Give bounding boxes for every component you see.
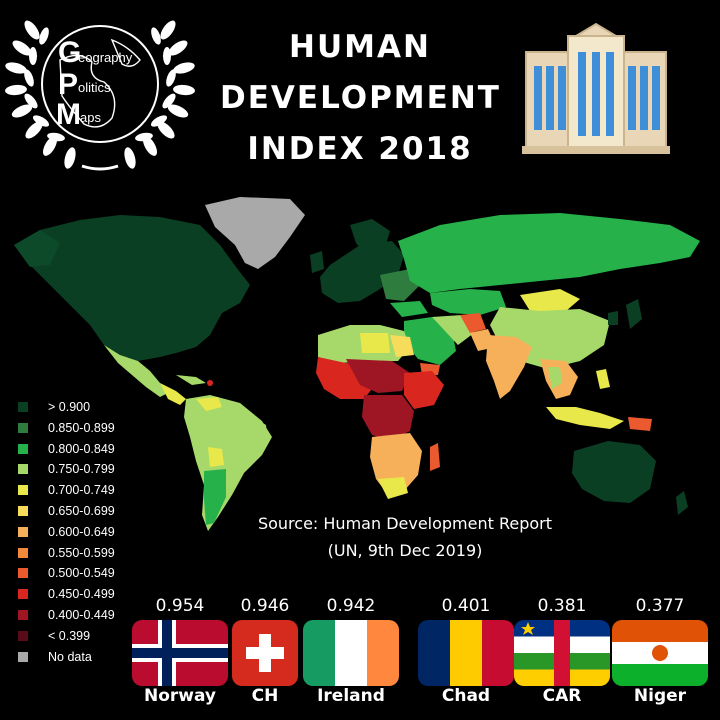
hdi-value: 0.377 [635, 596, 685, 616]
legend-label: 0.550-0.599 [48, 545, 115, 560]
legend-label: < 0.399 [48, 628, 91, 643]
legend-label: 0.850-0.899 [48, 420, 115, 435]
iran-region [432, 315, 474, 345]
legend-label: > 0.900 [48, 400, 91, 414]
alaska-region [14, 230, 60, 267]
legend-label: 0.400-0.449 [48, 608, 115, 622]
legend-swatch [18, 547, 28, 558]
hdi-value: 0.942 [326, 596, 376, 616]
hdi-value: 0.946 [240, 596, 290, 616]
world-map [14, 197, 700, 531]
hdi-value: 0.401 [441, 596, 491, 616]
europe-region [320, 241, 404, 303]
legend-swatch [18, 422, 28, 433]
source-note: Source: Human Development Report (UN, 9t… [240, 510, 570, 564]
new-zealand-region [676, 491, 688, 515]
legend-swatch [18, 402, 28, 412]
legend-swatch [18, 651, 28, 662]
central-america-region [160, 383, 186, 405]
hdi-value: 0.954 [155, 596, 205, 616]
laurel-wreath-icon [5, 20, 195, 171]
ireland-flag-icon [303, 620, 399, 686]
brazil-region [210, 407, 268, 461]
afghanistan-region [460, 313, 486, 333]
legend-swatch [18, 630, 28, 641]
legend-label: 0.600-0.649 [48, 524, 115, 539]
country-name: CH [251, 686, 279, 706]
png-region [628, 417, 652, 431]
legend-label: 0.700-0.749 [48, 483, 115, 498]
legend-label: 0.650-0.699 [48, 504, 115, 518]
north-america-region [14, 215, 250, 361]
page-title: HUMAN DEVELOPMENT INDEX 2018 [220, 22, 500, 175]
country-name: CAR [542, 686, 582, 706]
title-line-3: INDEX 2018 [247, 131, 473, 167]
greenland-region [205, 197, 305, 269]
bolivia-region [208, 447, 224, 467]
title-line-1: HUMAN [289, 29, 431, 65]
logo-word-politics: olitics [78, 80, 111, 95]
legend-label: 0.800-0.849 [48, 441, 115, 456]
egypt-region [390, 335, 414, 357]
legend-swatch [18, 568, 28, 579]
switzerland-flag-icon [232, 620, 298, 686]
hdi-value: 0.381 [537, 596, 587, 616]
gpm-logo: G P M eography olitics aps [0, 0, 200, 180]
source-line-2: (UN, 9th Dec 2019) [327, 541, 483, 560]
country-name: Chad [441, 686, 491, 706]
australia-region [572, 441, 656, 503]
mongolia-region [520, 289, 580, 311]
india-region [486, 335, 532, 399]
legend-label: 0.500-0.549 [48, 566, 115, 581]
chad-flag-icon [418, 620, 514, 686]
building-icon [522, 22, 670, 157]
uk-region [310, 251, 324, 273]
logo-letter-m: M [56, 98, 81, 131]
legend-swatch [18, 526, 28, 537]
legend-swatch [18, 589, 28, 600]
japan-region [626, 299, 642, 329]
libya-region [360, 333, 390, 353]
south-africa-region [378, 477, 408, 499]
middle-east-region [404, 317, 456, 365]
russia-region [398, 213, 700, 293]
korea-region [608, 311, 618, 325]
legend-swatch [18, 506, 28, 516]
logo-word-geography: eography [78, 50, 133, 65]
legend-swatch [18, 610, 28, 620]
legend-label: 0.450-0.499 [48, 587, 115, 602]
legend-label: No data [48, 649, 92, 664]
car-flag-icon [514, 620, 610, 686]
east-africa-region [404, 371, 444, 409]
source-line-1: Source: Human Development Report [257, 514, 553, 533]
indonesia-region [546, 407, 624, 429]
country-name: Ireland [317, 686, 385, 706]
scandinavia-region [350, 219, 390, 255]
central-africa-region [362, 395, 414, 441]
mexico-region [104, 345, 168, 397]
logo-word-maps: aps [80, 110, 101, 125]
southern-cone-region [204, 469, 226, 525]
legend-swatch [18, 443, 28, 454]
logo-letter-g: G [58, 36, 82, 69]
philippines-region [596, 369, 610, 389]
legend-swatch [18, 485, 28, 496]
legend-swatch [18, 464, 28, 475]
country-name: Norway [143, 686, 217, 706]
sahel-region [346, 359, 410, 393]
turkey-region [390, 301, 428, 317]
madagascar-region [430, 443, 440, 471]
niger-flag-icon [612, 620, 708, 686]
thailand-region [548, 367, 562, 389]
legend-label: 0.750-0.799 [48, 462, 115, 477]
kazakhstan-region [430, 289, 506, 315]
norway-flag-icon [132, 620, 228, 686]
logo-letter-p: P [58, 68, 79, 101]
country-name: Niger [633, 686, 687, 706]
title-line-2: DEVELOPMENT [220, 80, 501, 116]
venezuela-region [196, 397, 222, 411]
